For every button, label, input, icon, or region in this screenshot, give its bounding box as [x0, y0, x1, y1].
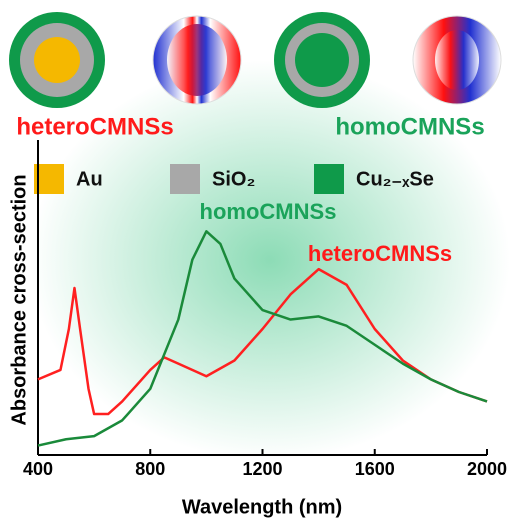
x-tick-label: 2000 — [467, 459, 507, 479]
x-tick-label: 1200 — [242, 459, 282, 479]
background-glow — [30, 60, 510, 460]
legend-label: Au — [76, 168, 103, 190]
legend-label: SiO₂ — [212, 168, 255, 190]
header-label: homoCMNSs — [335, 113, 484, 140]
series-line — [37, 230, 488, 447]
legend-label: Cu₂₋ₓSe — [356, 168, 434, 190]
homo-icon — [274, 12, 370, 108]
header-label: heteroCMNSs — [16, 113, 173, 140]
series-annotation: heteroCMNSs — [308, 241, 452, 266]
series-annotation: homoCMNSs — [200, 199, 337, 224]
x-axis-label: Wavelength (nm) — [182, 496, 342, 518]
hetero-icon — [9, 12, 105, 108]
series-line — [37, 267, 488, 416]
hetero-field-icon — [152, 15, 242, 105]
y-axis-label: Absorbance cross-section — [8, 174, 30, 425]
legend-swatch — [170, 164, 200, 194]
legend-swatch — [314, 164, 344, 194]
x-tick-label: 400 — [23, 459, 53, 479]
x-tick-label: 800 — [135, 459, 165, 479]
homo-field-icon — [412, 15, 502, 105]
x-tick-label: 1600 — [355, 459, 395, 479]
